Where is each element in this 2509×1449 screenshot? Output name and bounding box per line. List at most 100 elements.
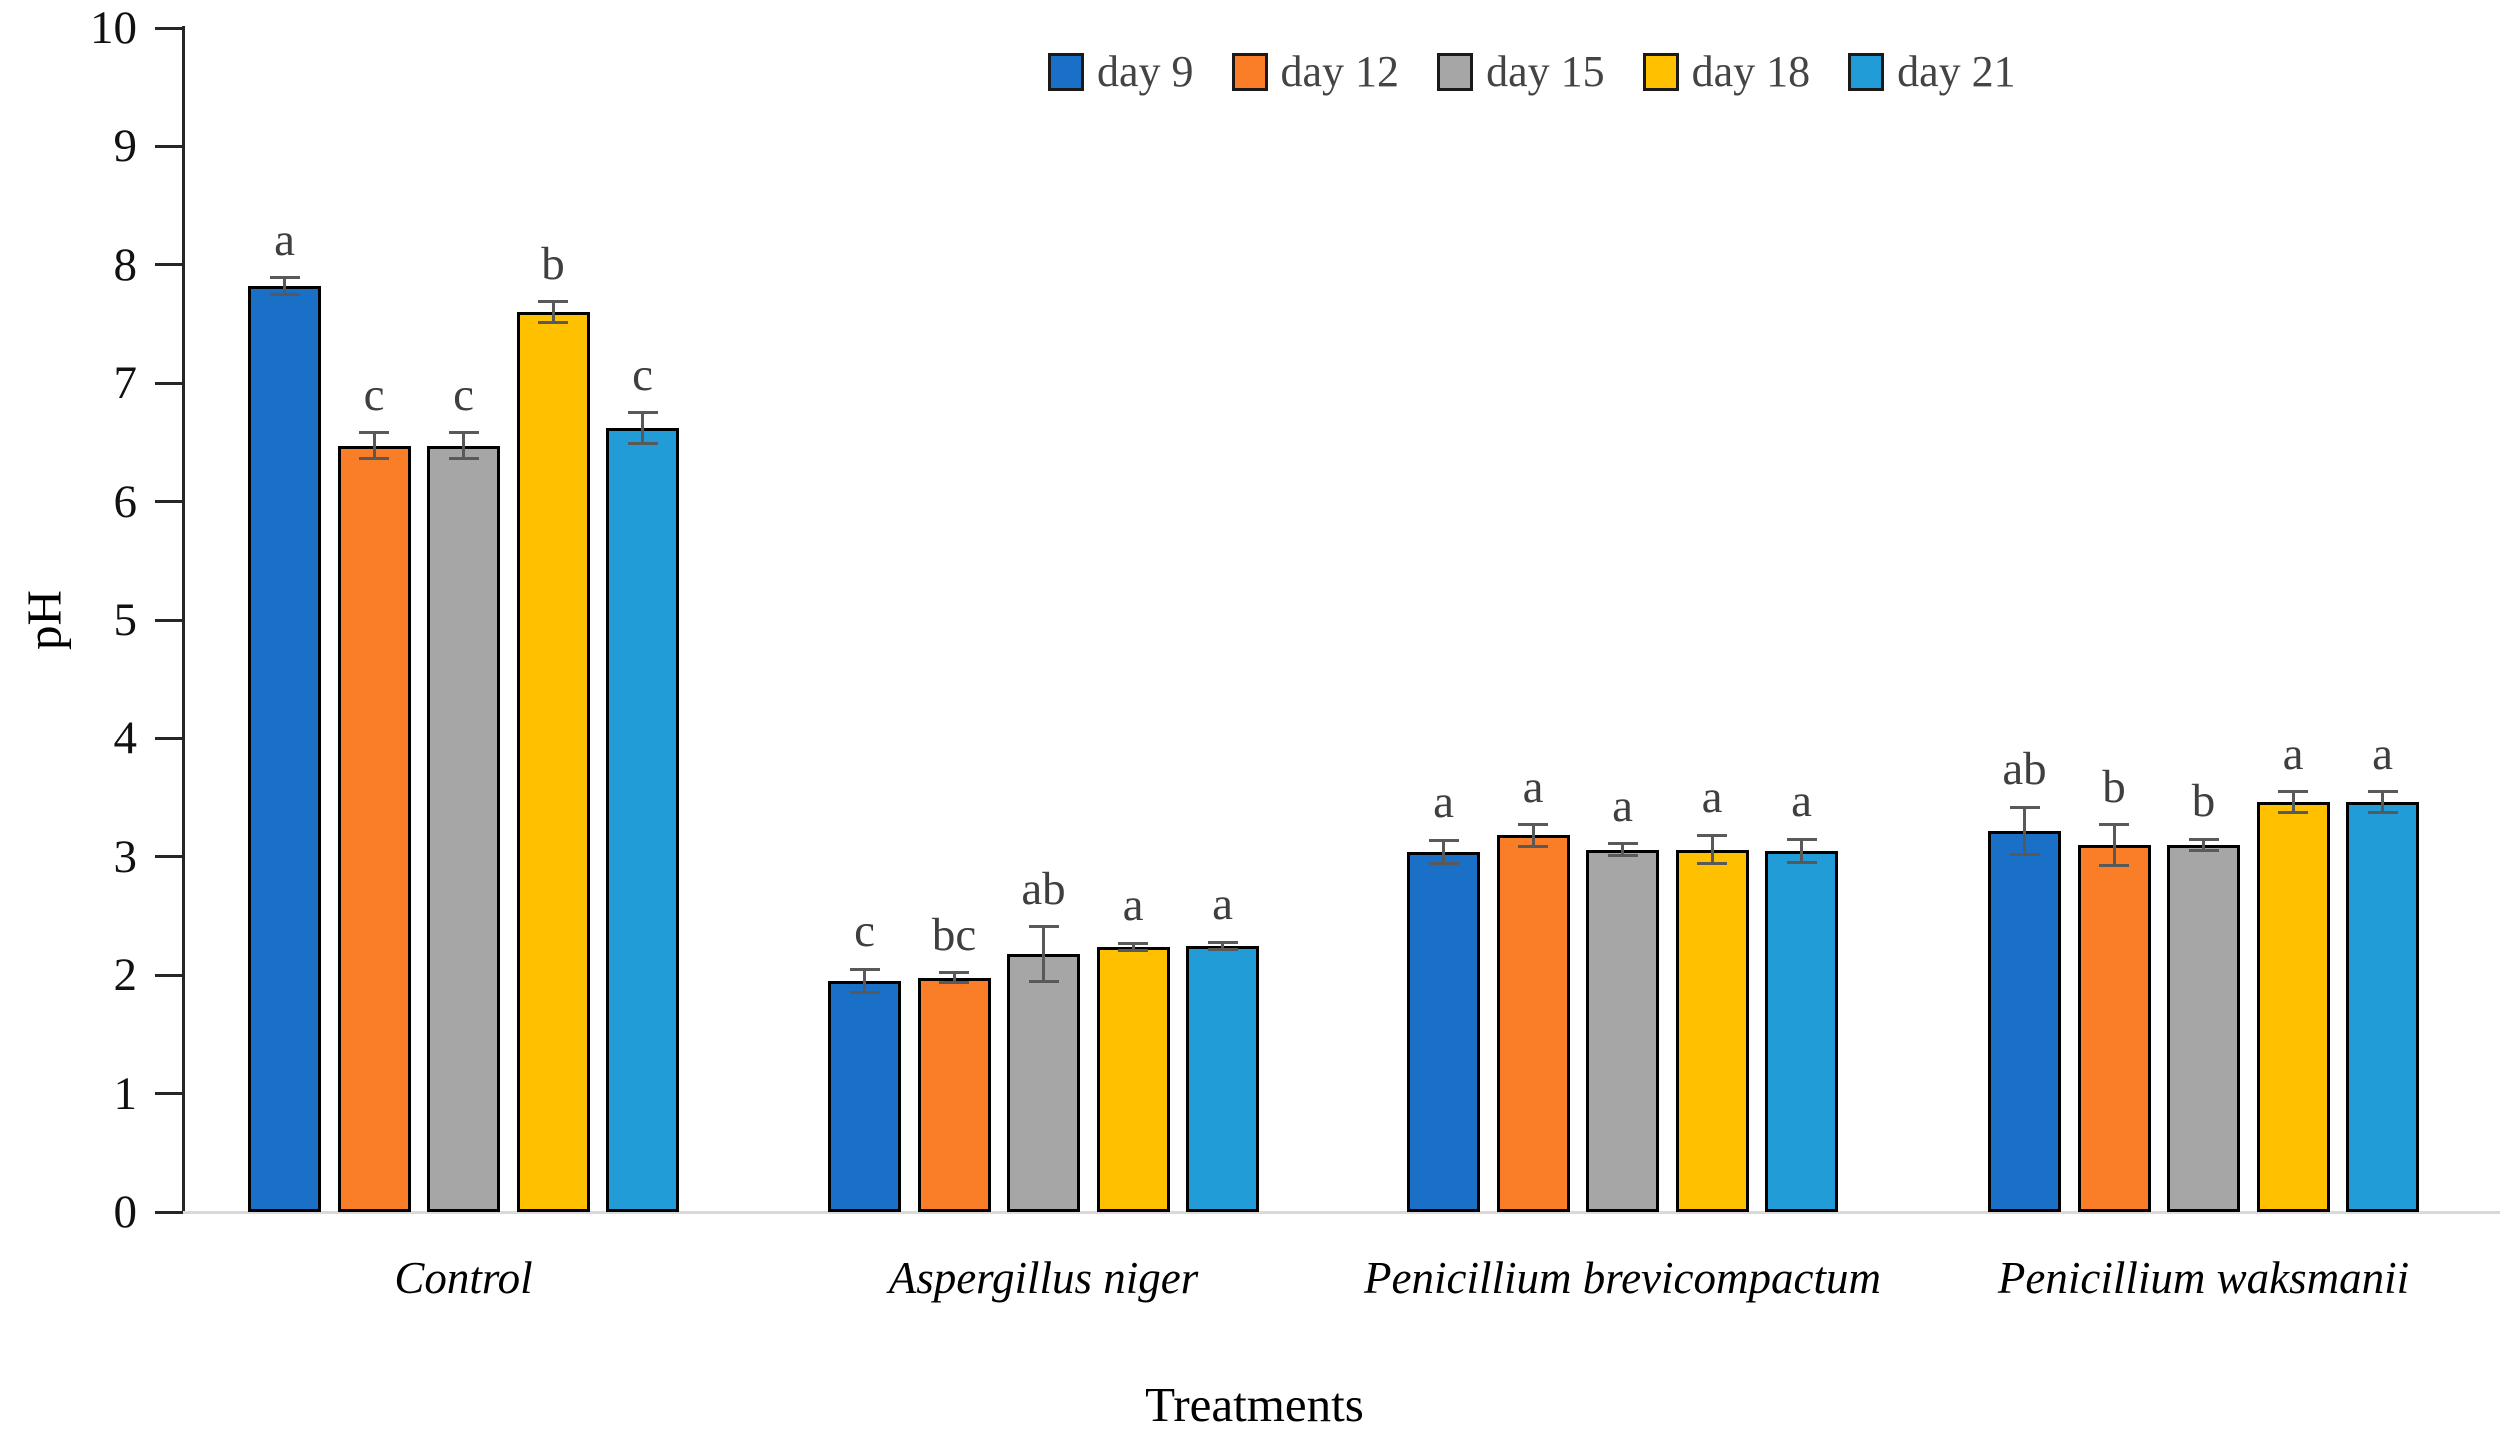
- error-bar: [2202, 839, 2205, 851]
- error-bar-cap-bottom: [2278, 811, 2308, 815]
- significance-letter: a: [2282, 727, 2304, 780]
- significance-letter: ab: [2002, 743, 2047, 796]
- error-bar-cap-bottom: [1118, 948, 1148, 952]
- error-bar-cap-bottom: [1697, 862, 1727, 866]
- error-bar: [1531, 824, 1535, 847]
- legend-swatch-icon: [1642, 52, 1679, 91]
- y-tick-label: 0: [113, 1186, 138, 1238]
- legend-item: day 15: [1437, 46, 1605, 97]
- error-bar-cap-top: [2278, 790, 2308, 794]
- error-bar-cap-top: [1697, 833, 1727, 837]
- error-bar-cap-top: [1786, 837, 1817, 841]
- legend-label: day 18: [1691, 47, 1811, 96]
- y-tick: [155, 736, 183, 740]
- error-bar: [1131, 943, 1135, 951]
- bar: [248, 286, 321, 1212]
- y-tick: [155, 618, 183, 622]
- bar: [1096, 946, 1170, 1212]
- bar: [1765, 850, 1838, 1212]
- x-category-label: Penicillium waksmanii: [1997, 1253, 2410, 1303]
- bar: [1007, 953, 1080, 1212]
- x-category-label: Aspergillus niger: [888, 1253, 1199, 1303]
- significance-letter: a: [1433, 776, 1454, 829]
- y-tick-label: 4: [113, 712, 138, 765]
- legend-item: day 12: [1231, 46, 1400, 97]
- error-bar: [952, 972, 956, 983]
- error-bar: [372, 432, 376, 459]
- bar: [1586, 849, 1659, 1212]
- error-bar: [2381, 791, 2384, 813]
- bar: [606, 428, 679, 1212]
- bar: [1675, 849, 1749, 1212]
- significance-letter: a: [1701, 771, 1723, 824]
- bar: [917, 977, 991, 1212]
- y-tick-label: 5: [113, 594, 138, 646]
- error-bar-cap-top: [1118, 941, 1148, 945]
- bar: [337, 445, 411, 1212]
- error-bar-cap-bottom: [849, 991, 880, 995]
- error-bar-cap-bottom: [1607, 854, 1638, 858]
- legend-item: day 18: [1642, 46, 1811, 97]
- legend-label: day 15: [1486, 47, 1605, 96]
- error-bar: [462, 432, 465, 459]
- error-bar-cap-top: [1428, 838, 1459, 842]
- y-tick: [155, 263, 183, 267]
- error-bar-cap-bottom: [2009, 852, 2040, 856]
- error-bar-cap-top: [538, 300, 568, 303]
- y-tick-label: 6: [113, 475, 138, 528]
- significance-letter: b: [541, 237, 565, 290]
- bar: [2167, 844, 2240, 1212]
- error-bar-cap-top: [1207, 940, 1238, 944]
- error-bar-cap-top: [1518, 823, 1548, 827]
- error-bar-cap-bottom: [1028, 979, 1059, 983]
- error-bar-cap-bottom: [538, 321, 568, 325]
- y-tick-label: 8: [113, 238, 138, 291]
- x-category-label: Penicillium brevicompactum: [1364, 1253, 1881, 1303]
- significance-letter: a: [274, 213, 295, 266]
- legend-label: day 21: [1897, 47, 2016, 96]
- error-bar-cap-top: [1028, 925, 1059, 929]
- error-bar-cap-bottom: [1518, 844, 1548, 848]
- bar: [516, 312, 590, 1212]
- error-bar-cap-top: [2367, 790, 2398, 794]
- legend-label: day 12: [1280, 47, 1400, 96]
- error-bar-cap-top: [1607, 842, 1638, 846]
- bar: [2256, 802, 2330, 1212]
- bar: [2077, 844, 2151, 1212]
- legend-swatch-icon: [1437, 52, 1474, 91]
- y-tick-label: 3: [113, 830, 138, 883]
- error-bar: [1621, 843, 1624, 856]
- significance-letter: b: [2102, 760, 2126, 813]
- error-bar-cap-bottom: [2367, 811, 2398, 815]
- error-bar-cap-top: [2009, 805, 2040, 809]
- error-bar-cap-bottom: [269, 292, 300, 296]
- bar: [427, 445, 500, 1212]
- plot-area: 0 1 2 3 4 5 6 7 8 9 10 a c a ab c bc a b c ab a b b a a a c a a a Contr…: [90, 2, 2500, 1303]
- legend-swatch-icon: [1048, 52, 1084, 91]
- significance-letter: ab: [1021, 862, 1066, 915]
- y-tick: [155, 381, 183, 385]
- significance-letter: c: [632, 348, 653, 401]
- error-bar-cap-bottom: [939, 980, 969, 984]
- legend-item: day 9: [1048, 46, 1194, 97]
- y-tick: [155, 855, 183, 859]
- error-bar-cap-top: [849, 967, 880, 971]
- significance-letter: a: [1122, 879, 1144, 932]
- error-bar-cap-bottom: [359, 457, 389, 461]
- error-bar-cap-bottom: [1207, 947, 1238, 951]
- legend-label: day 9: [1097, 47, 1194, 96]
- significance-letter: a: [2372, 727, 2393, 780]
- error-bar-cap-top: [2188, 837, 2219, 841]
- legend-swatch-icon: [1848, 52, 1885, 91]
- significance-letter: b: [2191, 775, 2216, 828]
- error-bar-cap-bottom: [448, 457, 479, 461]
- y-tick: [155, 973, 183, 977]
- significance-letter: a: [1612, 779, 1633, 832]
- error-bar-cap-top: [627, 411, 658, 415]
- error-bar: [2112, 824, 2116, 866]
- error-bar: [1800, 839, 1803, 863]
- error-bar-cap-top: [2099, 823, 2129, 827]
- significance-letter: c: [854, 905, 875, 958]
- x-axis-title: Treatments: [1145, 1377, 1364, 1432]
